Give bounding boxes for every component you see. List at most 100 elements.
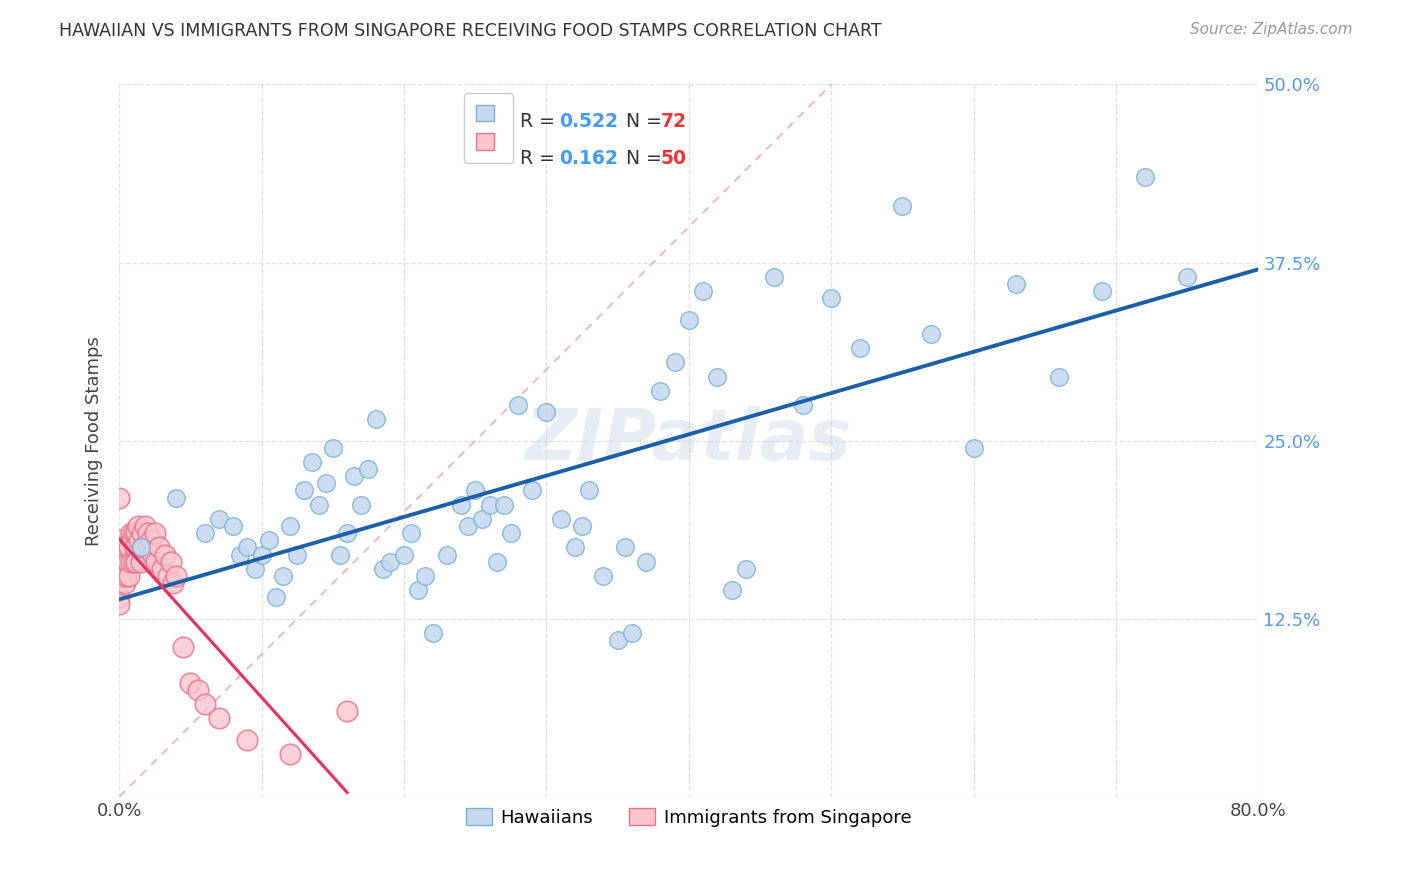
Immigrants from Singapore: [125, 526, 148, 541]
Hawaiians: [450, 498, 472, 512]
Text: ZIPatlas: ZIPatlas: [526, 406, 852, 475]
Hawaiians: [592, 569, 614, 583]
Immigrants from Singapore: [114, 555, 136, 569]
Hawaiians: [478, 498, 501, 512]
Hawaiians: [485, 555, 508, 569]
Hawaiians: [271, 569, 294, 583]
Hawaiians: [257, 533, 280, 548]
Hawaiians: [285, 548, 308, 562]
Immigrants from Singapore: [112, 548, 135, 562]
Hawaiians: [620, 626, 643, 640]
Hawaiians: [250, 548, 273, 562]
Immigrants from Singapore: [134, 519, 156, 533]
Immigrants from Singapore: [153, 548, 176, 562]
Immigrants from Singapore: [108, 491, 131, 505]
Immigrants from Singapore: [194, 697, 217, 711]
Immigrants from Singapore: [115, 541, 138, 555]
Immigrants from Singapore: [236, 732, 259, 747]
Immigrants from Singapore: [121, 533, 143, 548]
Hawaiians: [920, 326, 942, 341]
Y-axis label: Receiving Food Stamps: Receiving Food Stamps: [86, 335, 103, 546]
Immigrants from Singapore: [108, 555, 131, 569]
Hawaiians: [464, 483, 486, 498]
Immigrants from Singapore: [124, 541, 146, 555]
Hawaiians: [499, 526, 522, 541]
Immigrants from Singapore: [159, 555, 181, 569]
Immigrants from Singapore: [118, 569, 141, 583]
Immigrants from Singapore: [114, 576, 136, 591]
Hawaiians: [564, 541, 586, 555]
Hawaiians: [457, 519, 479, 533]
Hawaiians: [399, 526, 422, 541]
Hawaiians: [550, 512, 572, 526]
Immigrants from Singapore: [122, 555, 145, 569]
Immigrants from Singapore: [148, 541, 170, 555]
Hawaiians: [236, 541, 259, 555]
Immigrants from Singapore: [187, 682, 209, 697]
Hawaiians: [706, 369, 728, 384]
Hawaiians: [536, 405, 558, 419]
Text: N =: N =: [626, 149, 668, 168]
Hawaiians: [278, 519, 301, 533]
Immigrants from Singapore: [111, 541, 134, 555]
Hawaiians: [292, 483, 315, 498]
Immigrants from Singapore: [120, 526, 142, 541]
Immigrants from Singapore: [150, 562, 173, 576]
Text: 0.522: 0.522: [560, 112, 619, 130]
Immigrants from Singapore: [172, 640, 194, 655]
Hawaiians: [1047, 369, 1070, 384]
Hawaiians: [194, 526, 217, 541]
Hawaiians: [364, 412, 387, 426]
Hawaiians: [415, 569, 437, 583]
Hawaiians: [343, 469, 366, 483]
Hawaiians: [301, 455, 323, 469]
Hawaiians: [392, 548, 415, 562]
Hawaiians: [222, 519, 245, 533]
Text: 0.162: 0.162: [560, 149, 617, 168]
Hawaiians: [471, 512, 494, 526]
Hawaiians: [571, 519, 593, 533]
Immigrants from Singapore: [108, 533, 131, 548]
Hawaiians: [692, 284, 714, 298]
Immigrants from Singapore: [118, 541, 141, 555]
Immigrants from Singapore: [111, 569, 134, 583]
Immigrants from Singapore: [336, 704, 359, 718]
Immigrants from Singapore: [278, 747, 301, 761]
Text: R =: R =: [520, 112, 561, 130]
Hawaiians: [1133, 169, 1156, 184]
Hawaiians: [613, 541, 636, 555]
Immigrants from Singapore: [179, 675, 201, 690]
Hawaiians: [350, 498, 373, 512]
Immigrants from Singapore: [122, 526, 145, 541]
Immigrants from Singapore: [117, 555, 139, 569]
Text: R =: R =: [520, 149, 561, 168]
Hawaiians: [578, 483, 600, 498]
Hawaiians: [357, 462, 380, 476]
Hawaiians: [506, 398, 529, 412]
Hawaiians: [1091, 284, 1114, 298]
Hawaiians: [422, 626, 444, 640]
Hawaiians: [436, 548, 458, 562]
Immigrants from Singapore: [143, 526, 166, 541]
Immigrants from Singapore: [142, 548, 165, 562]
Immigrants from Singapore: [128, 533, 150, 548]
Hawaiians: [650, 384, 672, 398]
Immigrants from Singapore: [129, 555, 152, 569]
Immigrants from Singapore: [208, 711, 231, 725]
Hawaiians: [371, 562, 394, 576]
Hawaiians: [243, 562, 266, 576]
Hawaiians: [848, 341, 870, 355]
Immigrants from Singapore: [136, 526, 159, 541]
Hawaiians: [208, 512, 231, 526]
Immigrants from Singapore: [108, 598, 131, 612]
Text: N =: N =: [626, 112, 668, 130]
Hawaiians: [664, 355, 686, 369]
Hawaiians: [792, 398, 814, 412]
Hawaiians: [1005, 277, 1028, 291]
Legend: Hawaiians, Immigrants from Singapore: Hawaiians, Immigrants from Singapore: [460, 801, 918, 834]
Hawaiians: [329, 548, 352, 562]
Hawaiians: [678, 312, 700, 326]
Hawaiians: [322, 441, 344, 455]
Hawaiians: [408, 583, 430, 598]
Immigrants from Singapore: [156, 569, 179, 583]
